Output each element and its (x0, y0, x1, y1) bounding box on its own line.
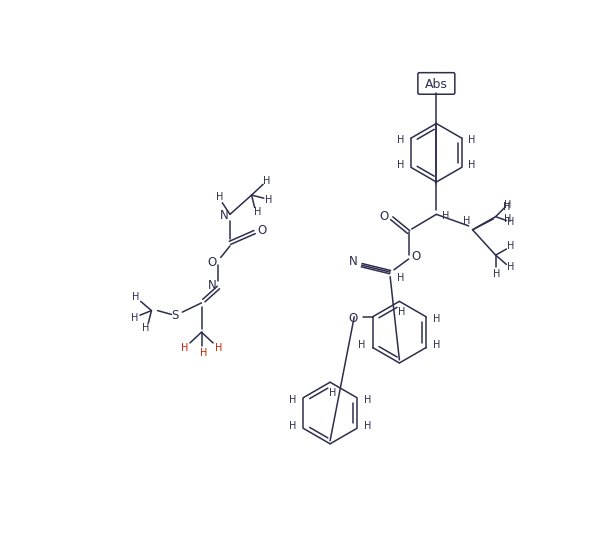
Text: H: H (433, 314, 440, 324)
Text: H: H (215, 342, 222, 353)
Text: H: H (507, 217, 515, 227)
Text: H: H (433, 340, 440, 350)
Text: H: H (398, 135, 405, 146)
Text: H: H (504, 214, 511, 224)
Text: S: S (172, 309, 179, 322)
Text: H: H (142, 323, 150, 333)
Text: H: H (504, 200, 511, 210)
Text: H: H (289, 421, 296, 431)
Text: H: H (398, 160, 405, 170)
Text: H: H (503, 202, 510, 212)
Text: H: H (289, 395, 296, 405)
Text: H: H (358, 340, 365, 350)
Text: O: O (348, 312, 358, 325)
Text: H: H (462, 216, 470, 226)
Text: H: H (131, 312, 138, 323)
Text: H: H (132, 292, 139, 302)
Text: H: H (263, 176, 271, 186)
Text: H: H (329, 388, 336, 398)
Text: O: O (257, 224, 267, 237)
Text: N: N (349, 255, 358, 268)
Text: Abs: Abs (425, 78, 448, 91)
Text: H: H (398, 273, 405, 283)
Text: H: H (507, 263, 515, 272)
Text: H: H (181, 342, 188, 353)
Text: O: O (380, 210, 389, 223)
Text: H: H (265, 195, 272, 205)
Text: H: H (364, 395, 371, 405)
Text: O: O (412, 250, 421, 263)
Text: O: O (207, 256, 217, 269)
Text: H: H (364, 421, 371, 431)
Text: H: H (254, 207, 262, 217)
Text: H: H (493, 269, 501, 279)
Text: H: H (200, 348, 207, 358)
Text: H: H (216, 193, 223, 202)
Text: H: H (398, 307, 405, 317)
Text: H: H (468, 160, 476, 170)
FancyBboxPatch shape (418, 73, 455, 94)
Text: N: N (208, 279, 217, 292)
Text: H: H (442, 211, 449, 221)
Text: N: N (219, 209, 228, 223)
Text: H: H (507, 241, 515, 251)
Text: H: H (468, 135, 476, 146)
